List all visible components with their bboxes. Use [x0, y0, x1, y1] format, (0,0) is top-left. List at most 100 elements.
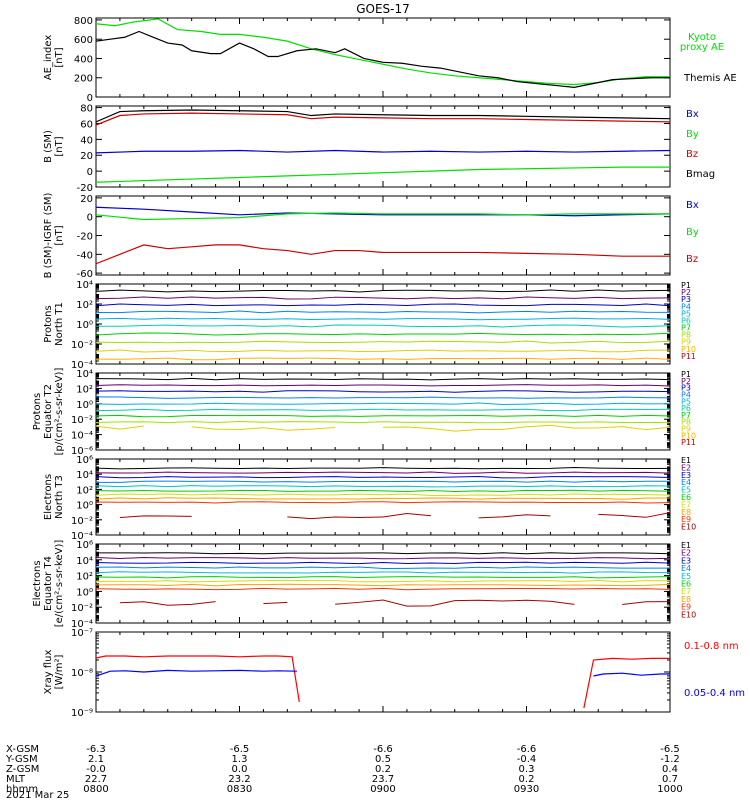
legend-label: E6	[681, 493, 691, 502]
legend-label: E9	[681, 515, 691, 524]
panel-frame	[95, 543, 671, 624]
panel-frame	[95, 195, 671, 276]
series-line-Bx	[96, 206, 670, 217]
legend-label: P3	[681, 384, 691, 393]
y-tick-label: 600	[74, 35, 93, 46]
y-tick-label: 10⁰	[76, 320, 93, 331]
coord-row-label: MLT	[6, 774, 26, 785]
y-axis-label: [W/m²]	[54, 654, 65, 689]
legend-label: P8	[681, 331, 691, 340]
coord-row-label: Z-GSM	[6, 764, 39, 775]
y-tick-label: 10⁻²	[71, 340, 93, 351]
y-tick-label: -20	[77, 183, 93, 194]
legend-label: Bx	[686, 109, 699, 120]
y-axis-label: Protons	[43, 305, 54, 342]
series-line-E6	[96, 576, 670, 579]
series-line-E10	[119, 601, 216, 606]
y-tick-label: 0	[87, 93, 93, 104]
series-line-E4	[96, 566, 670, 569]
legend-label: Themis AE	[683, 73, 737, 84]
legend-label: Bmag	[686, 169, 715, 180]
coord-value: 0.2	[519, 774, 535, 785]
legend-label: P9	[681, 425, 691, 434]
coord-value: -6.5	[660, 744, 680, 755]
series-line-E10	[335, 599, 575, 607]
y-tick-label: 10⁰	[76, 587, 93, 598]
panel-frame	[95, 631, 671, 713]
y-tick-label: 10⁴	[76, 556, 93, 567]
series-line-P6	[96, 324, 670, 328]
y-tick-label: 10⁶	[76, 540, 93, 551]
series-line-By	[96, 166, 670, 183]
series-line-E10	[478, 514, 551, 519]
legend-label: E8	[681, 595, 691, 604]
legend-label: E1	[681, 456, 691, 465]
panel-3: -60 -40 -20 0 20 B (SM)-IGRF (SM) [nT] Bx By Bz	[43, 193, 699, 281]
legend-label: E2	[681, 549, 691, 558]
legend-label: E3	[681, 556, 691, 565]
y-axis-label: Equator T4	[43, 556, 54, 611]
legend-label: proxy AE	[680, 42, 724, 53]
series-line-E3	[96, 561, 670, 565]
panel-data	[96, 552, 670, 607]
series-line-E9	[96, 501, 670, 504]
coord-value: 0930	[514, 784, 539, 795]
y-tick-label: 200	[74, 74, 93, 85]
series-line-E8	[96, 497, 670, 500]
panel-5: 10⁻⁶ 10⁻⁴ 10⁻² 10⁰ 10² 10⁴ Protons Equator T2 [p…	[32, 368, 696, 457]
coord-value: 0.4	[662, 764, 678, 775]
legend-label: P11	[681, 352, 696, 361]
series-line-Bmag	[96, 109, 670, 123]
series-line-E7	[96, 579, 670, 583]
series-line-By	[96, 212, 670, 221]
series-line-P4	[96, 310, 670, 314]
series-line-E10	[598, 512, 670, 518]
y-tick-label: 10⁻⁸	[71, 668, 93, 679]
y-axis-label: B (SM)	[43, 130, 54, 163]
legend-label: P6	[681, 404, 691, 413]
coord-value: 23.2	[228, 774, 250, 785]
series-line-P3	[96, 390, 670, 393]
series-line-P9	[96, 349, 670, 353]
series-line-P2	[96, 384, 670, 387]
legend-label: 0.05-0.4 nm	[684, 688, 745, 699]
y-axis-label: Xray flux	[43, 650, 54, 695]
legend-label: P5	[681, 309, 691, 318]
series-line-P8	[96, 340, 670, 344]
legend-label: P6	[681, 316, 691, 325]
y-tick-label: 10⁻⁴	[71, 619, 93, 630]
series-line-E5	[96, 571, 670, 574]
series-line-E10	[263, 601, 288, 605]
series-line-E10	[622, 601, 670, 606]
series-line-P7	[96, 332, 670, 336]
y-tick-label: 0	[87, 213, 93, 224]
panel-data	[96, 289, 670, 361]
coord-value: -1.2	[660, 754, 680, 765]
series-line-P9	[382, 424, 670, 432]
date-label: 2021 Mar 25	[6, 790, 69, 800]
coord-value: 1000	[657, 784, 682, 795]
series-line-Bx	[96, 149, 670, 154]
legend-label: P4	[681, 390, 691, 399]
panel-data	[96, 467, 670, 520]
coord-value: 0.5	[375, 754, 391, 765]
legend-label: Bz	[686, 254, 698, 265]
series-line-E5	[96, 485, 670, 488]
series-line-P5	[96, 402, 670, 406]
y-axis-label: North T1	[54, 302, 65, 346]
series-line-P2	[96, 296, 670, 300]
legend-label: E7	[681, 500, 691, 509]
legend-label: P5	[681, 397, 691, 406]
panel-data	[96, 377, 670, 432]
legend-label: E5	[681, 572, 691, 581]
y-tick-label: 40	[80, 135, 93, 146]
y-tick-label: 400	[74, 54, 93, 65]
y-axis-label: [nT]	[54, 136, 65, 156]
series-line-P9	[96, 425, 144, 430]
y-axis-label: Protons	[32, 393, 43, 430]
y-axis-label: North T3	[54, 475, 65, 519]
series-line-P1	[96, 377, 670, 381]
y-tick-label: 10⁶	[76, 455, 93, 466]
y-axis-label: [e/(cm²-s-sr-keV)]	[54, 540, 65, 628]
